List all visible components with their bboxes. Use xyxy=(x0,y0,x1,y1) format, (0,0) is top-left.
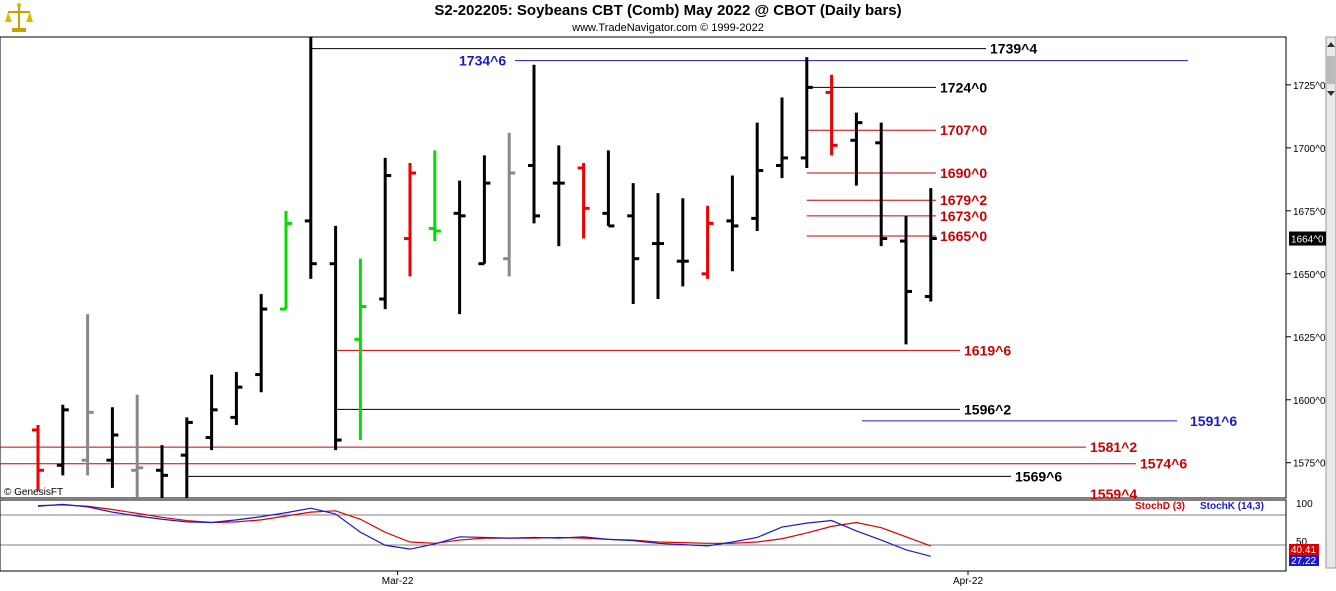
stochk-last-box xyxy=(1289,555,1319,566)
ohlc-bar xyxy=(304,37,317,279)
ohlc-bar xyxy=(776,97,788,179)
level-label: 1707^0 xyxy=(940,122,987,138)
ohlc-bar xyxy=(379,157,392,310)
ohlc-bar xyxy=(825,74,838,156)
y-tick-label: 1725^0 xyxy=(1293,81,1326,92)
level-label: 1673^0 xyxy=(940,208,987,224)
ohlc-bar xyxy=(900,215,912,345)
ohlc-bar xyxy=(800,57,813,168)
scroll-down-icon[interactable] xyxy=(1327,91,1335,96)
ohlc-bar xyxy=(676,198,689,287)
ohlc-bar xyxy=(924,188,937,302)
scroll-up-icon[interactable] xyxy=(1327,42,1335,47)
chart-subtitle: www.TradeNavigator.com © 1999-2022 xyxy=(572,22,764,34)
chart-title: S2-202205: Soybeans CBT (Comb) May 2022 … xyxy=(434,2,902,19)
level-label: 1739^4 xyxy=(990,41,1037,57)
price-panel xyxy=(0,36,1287,499)
y-tick-label: 1575^0 xyxy=(1293,459,1326,470)
level-label: 1596^2 xyxy=(964,401,1011,417)
osc-tick-label: 50 xyxy=(1296,537,1308,548)
ohlc-bar xyxy=(255,293,268,393)
level-label: 1591^6 xyxy=(1190,413,1237,429)
scroll-thumb[interactable] xyxy=(1327,56,1335,84)
ohlc-bar xyxy=(577,162,590,239)
level-label: 1724^0 xyxy=(940,79,987,95)
level-label: 1559^4 xyxy=(1090,486,1137,502)
y-tick-label: 1650^0 xyxy=(1293,270,1326,281)
ohlc-bar xyxy=(106,407,119,488)
ohlc-bar xyxy=(230,372,243,425)
level-label: 1569^6 xyxy=(1015,468,1062,484)
oscillator-panel xyxy=(0,499,1287,572)
ohlc-bar xyxy=(602,150,615,228)
level-label: 1690^0 xyxy=(940,165,987,181)
trade-navigator-logo-icon xyxy=(5,3,33,32)
ohlc-bar xyxy=(552,145,565,247)
y-tick-label: 1700^0 xyxy=(1293,144,1326,155)
ohlc-bar xyxy=(875,122,888,247)
ohlc-bar xyxy=(701,205,714,279)
level-label: 1665^0 xyxy=(940,228,987,244)
osc-tick-label: 100 xyxy=(1296,499,1313,510)
level-label: 1734^6 xyxy=(459,53,506,69)
stochd-last-value: 40.41 xyxy=(1291,545,1316,556)
last-price-box xyxy=(1289,231,1326,246)
ohlc-bar xyxy=(56,404,69,476)
ohlc-bar xyxy=(180,417,193,498)
ohlc-bar xyxy=(850,112,863,186)
stochd-last-box xyxy=(1289,544,1319,555)
level-label: 1679^2 xyxy=(940,192,987,208)
legend-stochd: StochD (3) xyxy=(1135,501,1185,512)
legend-stochk: StochK (14,3) xyxy=(1200,501,1264,512)
x-tick-label: Apr-22 xyxy=(953,576,983,587)
level-label: 1574^6 xyxy=(1140,456,1187,472)
y-tick-label: 1675^0 xyxy=(1293,207,1326,218)
scrollbar[interactable] xyxy=(1325,36,1336,569)
last-price-label: 1664^0 xyxy=(1291,235,1324,246)
ohlc-bar xyxy=(156,445,168,498)
y-tick-label: 1600^0 xyxy=(1293,396,1326,407)
ohlc-bar xyxy=(652,193,664,299)
ohlc-bar xyxy=(428,150,441,242)
ohlc-bar xyxy=(627,183,640,305)
ohlc-bar xyxy=(131,394,144,498)
ohlc-bar xyxy=(503,132,516,277)
stoch-line xyxy=(37,503,931,557)
ohlc-bar xyxy=(32,424,44,491)
ohlc-bar xyxy=(478,155,491,266)
y-tick-label: 1625^0 xyxy=(1293,333,1326,344)
ohlc-bar xyxy=(453,180,466,315)
ohlc-bar xyxy=(404,162,416,277)
ohlc-bar xyxy=(751,122,764,231)
level-label: 1581^2 xyxy=(1090,439,1137,455)
ohlc-bar xyxy=(329,225,342,451)
level-label: 1619^6 xyxy=(964,342,1011,358)
ohlc-bar xyxy=(726,175,739,272)
x-tick-label: Mar-22 xyxy=(382,576,414,587)
ohlc-bar xyxy=(280,210,292,311)
ohlc-bar xyxy=(81,314,94,476)
ohlc-bar xyxy=(205,374,218,451)
watermark-text: © GenesisFT xyxy=(4,487,63,498)
ohlc-bar xyxy=(354,258,367,441)
stoch-line xyxy=(37,504,932,547)
stochk-last-value: 27.22 xyxy=(1291,556,1316,567)
ohlc-bar xyxy=(528,64,540,224)
